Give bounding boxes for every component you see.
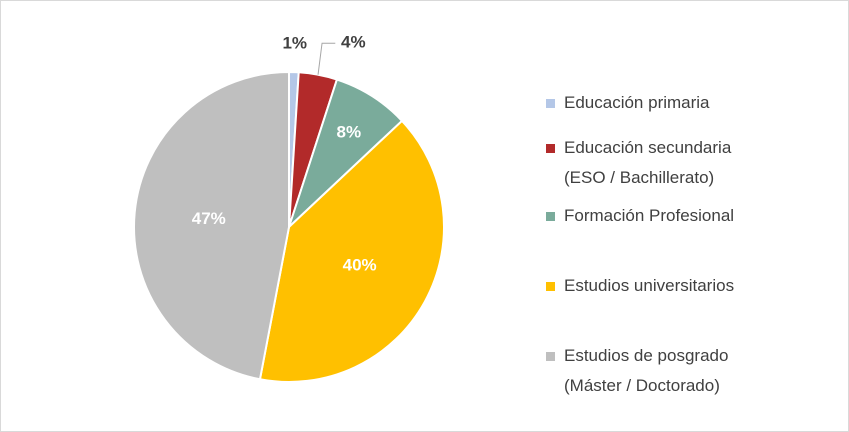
pie-slice (258, 119, 445, 383)
legend-swatch (546, 282, 555, 291)
data-label: 8% (337, 122, 362, 141)
legend-entry: Formación Profesional (546, 201, 734, 231)
data-label: 40% (343, 255, 377, 274)
legend-label: Estudios de posgrado (Máster / Doctorado… (564, 346, 729, 395)
legend-entry: Educación secundaria (ESO / Bachillerato… (546, 133, 731, 193)
data-label: 4% (341, 33, 366, 52)
data-label: 47% (192, 209, 226, 228)
leader-line (317, 42, 336, 75)
legend-label: Educación secundaria (ESO / Bachillerato… (564, 138, 732, 187)
legend-label: Formación Profesional (564, 206, 735, 225)
data-label: 1% (282, 34, 307, 53)
pie-slice (132, 70, 290, 381)
legend-entry: Educación primaria (546, 88, 710, 118)
legend-entry: Estudios universitarios (546, 271, 734, 301)
legend-swatch (546, 99, 555, 108)
legend-label: Educación primaria (564, 93, 710, 112)
legend-swatch (546, 212, 555, 221)
legend-entry: Estudios de posgrado (Máster / Doctorado… (546, 341, 728, 401)
legend-label: Estudios universitarios (564, 276, 735, 295)
legend-swatch (546, 352, 555, 361)
legend-swatch (546, 144, 555, 153)
